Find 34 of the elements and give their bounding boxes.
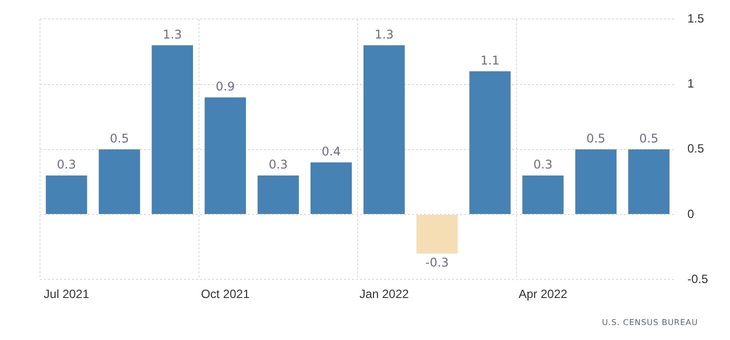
data-label: 0.5	[586, 132, 606, 146]
data-label: 1.3	[162, 27, 182, 42]
bar	[522, 175, 564, 214]
x-tick-label: Jan 2022	[359, 287, 410, 302]
bar	[310, 162, 352, 214]
data-label: 1.1	[480, 53, 500, 68]
y-tick-label: 0.5	[687, 142, 704, 156]
data-label: 0.3	[268, 158, 288, 172]
data-label: 0.3	[56, 158, 76, 172]
y-tick-label: 0	[687, 206, 694, 221]
text: U.S. CENSUS BUREAU	[602, 318, 698, 327]
x-tick-label: Apr 2022	[518, 287, 568, 302]
y-tick-label: 1	[687, 76, 694, 91]
bar	[363, 45, 405, 214]
bar	[258, 175, 299, 214]
x-tick-label: Jul 2021	[44, 287, 90, 302]
data-label: 1.3	[374, 27, 394, 42]
data-label: 0.5	[110, 132, 129, 146]
bar	[469, 71, 511, 214]
bar	[204, 97, 246, 214]
data-label: 0.4	[322, 144, 341, 159]
y-tick-label: -0.5	[687, 272, 708, 286]
data-label: 0.9	[216, 79, 235, 94]
bar	[46, 175, 88, 214]
y-tick-label: 1.5	[687, 12, 704, 26]
data-label: 0.3	[533, 158, 553, 172]
x-tick-label: Oct 2021	[200, 287, 250, 302]
data-label: 0.5	[639, 132, 658, 146]
bar	[98, 149, 140, 214]
bar	[416, 215, 458, 254]
bar	[628, 149, 670, 214]
bar	[152, 45, 194, 214]
data-label: -0.3	[425, 256, 449, 270]
bar	[575, 149, 617, 214]
